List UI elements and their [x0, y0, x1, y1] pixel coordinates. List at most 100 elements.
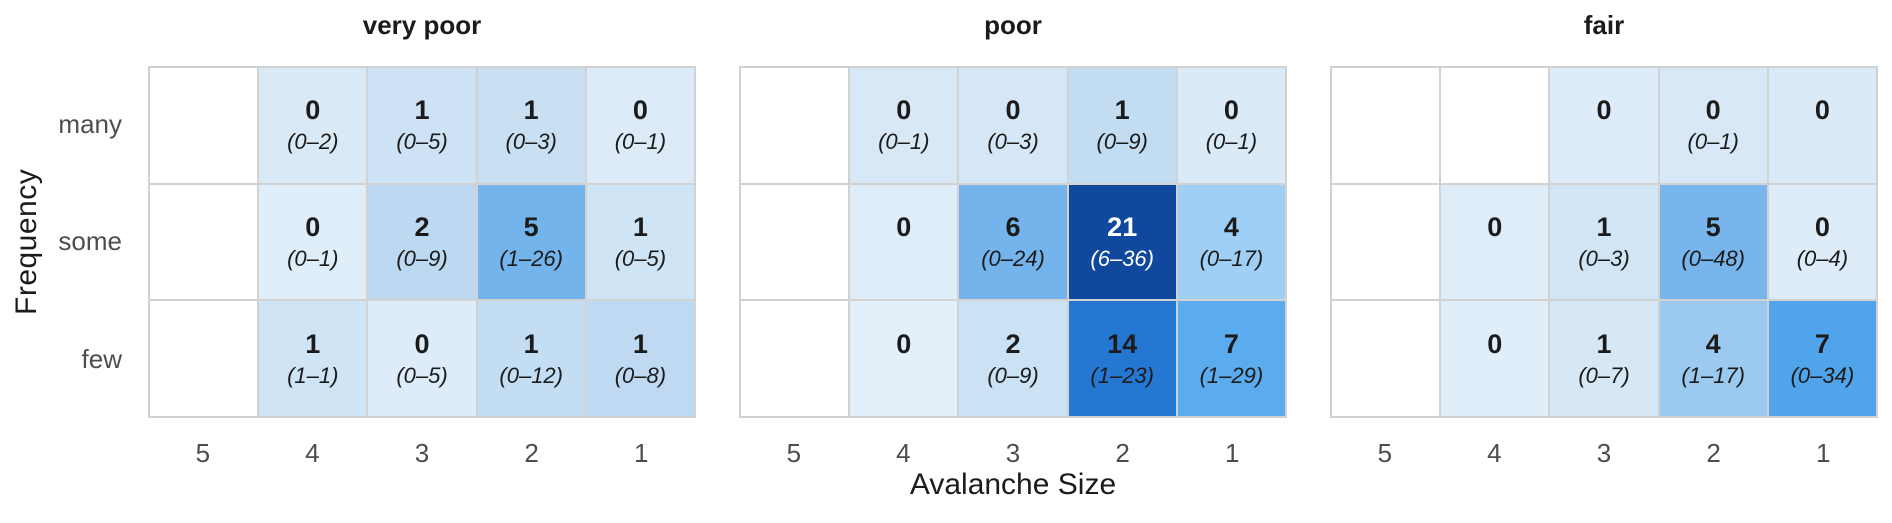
empty-cell — [150, 301, 258, 416]
cell-value: 0 — [1814, 95, 1830, 126]
cell-value: 0 — [1005, 95, 1021, 126]
cell-range: (0–1) — [878, 129, 930, 155]
heatmap-grid: 0 0 (0–1) 0 0 1 (0–3) 5 (0–48) 0 (0–4) 0 1 (0–7) 4 (1–1… — [1330, 66, 1878, 418]
cell-value: 7 — [1223, 328, 1239, 359]
cell-range: (0–48) — [1681, 245, 1745, 271]
empty-cell — [741, 301, 849, 416]
cell-range: (1–23) — [1090, 362, 1154, 388]
empty-cell — [1332, 301, 1440, 416]
cell-value: 0 — [896, 328, 912, 359]
heatmap-panel: 0 (0–1) 0 (0–3) 1 (0–9) 0 (0–1) 0 6 (0–24) 21 (6–36)… — [739, 66, 1287, 468]
heatmap-cell: 0 (0–2) — [259, 68, 367, 183]
empty-cell — [150, 184, 258, 300]
x-tick-label: 2 — [524, 438, 539, 468]
cell-value: 1 — [1596, 211, 1612, 242]
x-tick-label: 3 — [1596, 438, 1612, 468]
cell-value: 5 — [1705, 211, 1721, 242]
heatmap-grid: 0 (0–1) 0 (0–3) 1 (0–9) 0 (0–1) 0 6 (0–24) 21 (6–36)… — [739, 66, 1287, 418]
heatmap-cell: 1 (0–5) — [368, 68, 476, 183]
cell-value: 0 — [1814, 211, 1830, 242]
cell-range: (0–24) — [981, 245, 1045, 271]
cell-range: (0–5) — [614, 245, 667, 271]
cell-range: (0–3) — [987, 129, 1039, 155]
cell-range: (0–7) — [1578, 362, 1630, 388]
cell-range: (1–26) — [499, 245, 563, 271]
cell-range: (0–8) — [614, 362, 667, 388]
empty-cell — [741, 68, 849, 183]
heatmap-cell: 0 (0–1) — [586, 68, 694, 183]
x-tick-label: 5 — [1377, 438, 1393, 468]
cell-range: (0–4) — [1796, 245, 1849, 271]
heatmap-cell: 0 — [1441, 184, 1549, 300]
panel-title-fair: fair — [1583, 10, 1625, 40]
cell-value: 14 — [1107, 328, 1138, 359]
cell-value: 0 — [305, 211, 321, 242]
cell-value: 2 — [414, 211, 430, 242]
heatmap-cell: 2 (0–9) — [368, 184, 476, 300]
cell-value: 1 — [523, 95, 539, 126]
empty-cell — [1332, 68, 1440, 183]
cell-value: 0 — [896, 95, 912, 126]
cell-value: 0 — [1487, 328, 1503, 359]
heatmap-cell: 0 — [850, 301, 958, 416]
cell-value: 0 — [632, 95, 648, 126]
cell-range: (0–1) — [1687, 129, 1739, 155]
heatmap-cell: 4 (0–17) — [1177, 184, 1285, 300]
heatmap-cell: 1 (0–7) — [1550, 301, 1658, 416]
cell-value: 1 — [632, 328, 648, 359]
x-tick-label: 3 — [1005, 438, 1021, 468]
heatmap-cell: 0 (0–4) — [1768, 184, 1876, 300]
x-tick-label: 3 — [414, 438, 430, 468]
cell-range: (0–3) — [1578, 245, 1630, 271]
heatmap-cell: 0 (0–1) — [259, 184, 367, 300]
cell-range: (0–2) — [287, 129, 339, 155]
heatmap-cell: 0 — [850, 184, 958, 300]
cell-value: 7 — [1814, 328, 1830, 359]
cell-value: 5 — [523, 211, 539, 242]
heatmap-panel: 0 (0–2) 1 (0–5) 1 (0–3) 0 (0–1) 0 (0–1) 2 (0–9) 5 (1–… — [148, 66, 696, 468]
x-tick-label: 5 — [786, 438, 802, 468]
cell-range: (0–9) — [396, 245, 448, 271]
heatmap-cell: 0 (0–1) — [1659, 68, 1767, 183]
y-tick-label: many — [58, 109, 122, 140]
empty-cell — [741, 184, 849, 300]
heatmap-cell: 0 — [1768, 68, 1876, 183]
heatmap-cell: 1 (0–3) — [1550, 184, 1658, 300]
cell-value: 0 — [896, 211, 912, 242]
y-tick-labels: many some few — [0, 66, 132, 418]
heatmap-cell: 14 (1–23) — [1068, 301, 1176, 416]
heatmap-cell: 1 (0–8) — [586, 301, 694, 416]
heatmap-cell: 0 — [1441, 301, 1549, 416]
cell-value: 1 — [414, 95, 430, 126]
cell-range: (0–17) — [1199, 245, 1264, 271]
heatmap-cell: 7 (0–34) — [1768, 301, 1876, 416]
cell-value: 2 — [1005, 328, 1021, 359]
heatmap-cell: 1 (0–3) — [477, 68, 585, 183]
cell-value: 0 — [305, 95, 321, 126]
empty-cell — [1441, 68, 1549, 183]
cell-value: 0 — [1705, 95, 1721, 126]
heatmap-cell: 4 (1–17) — [1659, 301, 1767, 416]
cell-value: 0 — [1223, 95, 1239, 126]
x-tick-label: 4 — [305, 438, 320, 468]
empty-cell — [150, 68, 258, 183]
cell-range: (0–9) — [1096, 129, 1148, 155]
cell-value: 6 — [1005, 211, 1021, 242]
heatmap-cell: 6 (0–24) — [959, 184, 1067, 300]
cell-range: (0–34) — [1790, 362, 1855, 388]
cell-value: 1 — [1114, 95, 1130, 126]
cell-value: 21 — [1107, 211, 1138, 242]
cell-range: (0–1) — [1205, 129, 1258, 155]
cell-range: (1–29) — [1199, 362, 1264, 388]
heatmap-cell: 21 (6–36) — [1068, 184, 1176, 300]
cell-range: (0–1) — [614, 129, 667, 155]
panel-title-very-poor: very poor — [362, 10, 482, 40]
heatmap-cell: 0 (0–5) — [368, 301, 476, 416]
heatmap-cell: 0 (0–1) — [1177, 68, 1285, 183]
cell-value: 4 — [1223, 211, 1239, 242]
cell-value: 0 — [1487, 211, 1503, 242]
heatmap-cell: 5 (1–26) — [477, 184, 585, 300]
cell-range: (0–5) — [396, 129, 448, 155]
cell-range: (1–1) — [287, 362, 339, 388]
